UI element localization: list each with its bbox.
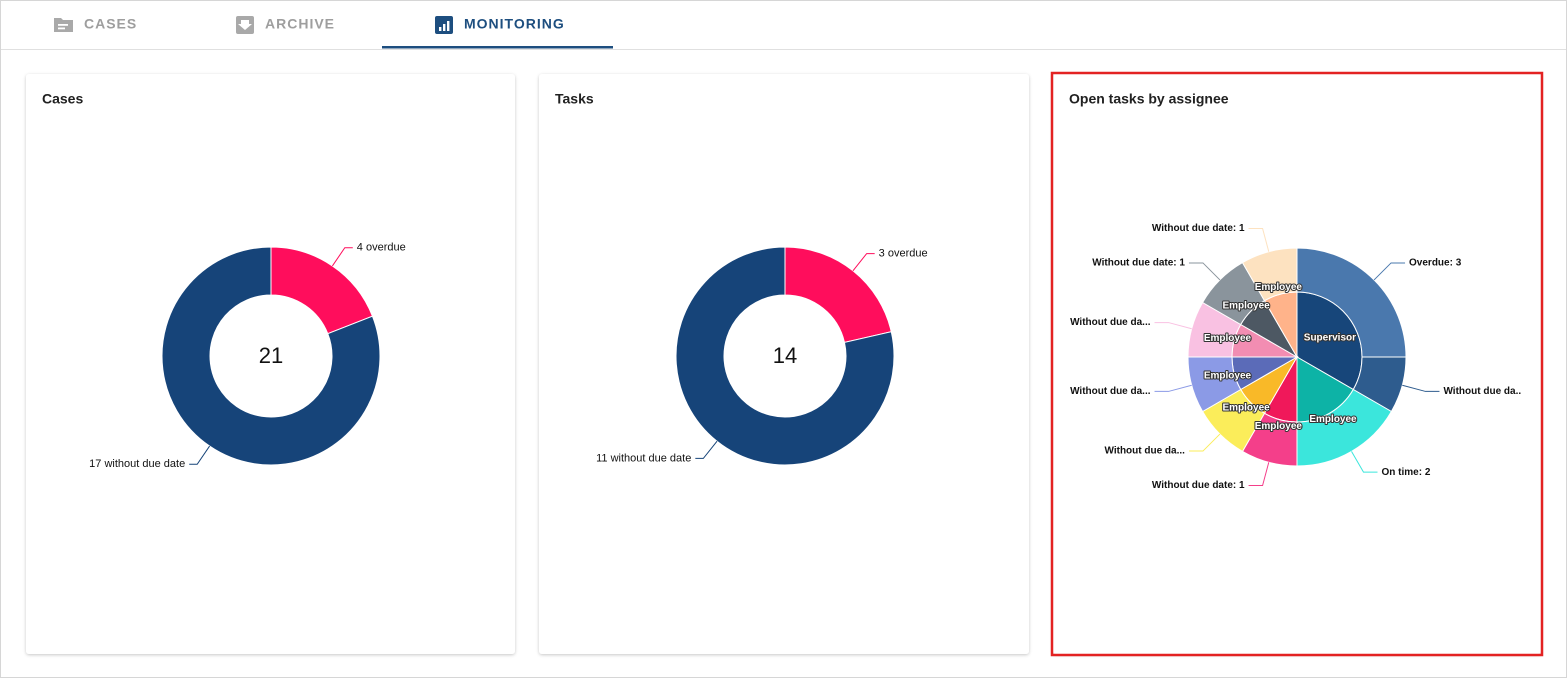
data-label: Without due date: 1 <box>1152 480 1245 491</box>
tab-label[interactable]: CASES <box>84 16 137 32</box>
leader-line <box>695 440 718 459</box>
leader-line <box>189 445 211 465</box>
cases-icon <box>54 18 73 32</box>
card-title: Tasks <box>555 91 594 107</box>
data-label: 11 without due date <box>596 452 691 464</box>
donut-slice <box>161 246 381 466</box>
leader-line <box>852 253 875 272</box>
donut-total: 14 <box>773 343 797 368</box>
data-label: Without due da... <box>1104 446 1185 457</box>
leader-line <box>1402 384 1440 392</box>
leader-line <box>1373 262 1406 281</box>
leader-line <box>1248 228 1270 252</box>
monitoring-icon <box>435 16 453 34</box>
data-label: 3 overdue <box>879 247 928 259</box>
segment-label: Employee <box>1255 421 1303 432</box>
data-label: Without due da.. <box>1443 386 1521 397</box>
segment-label: Employee <box>1222 301 1270 312</box>
card <box>539 74 1029 654</box>
archive-icon <box>236 16 254 34</box>
highlight-box <box>1050 71 1544 657</box>
data-label: 17 without due date <box>89 458 185 470</box>
segment-label: Supervisor <box>1304 333 1356 344</box>
donut-total: 21 <box>259 343 283 368</box>
leader-line <box>1188 433 1221 452</box>
data-label: 4 overdue <box>357 242 406 254</box>
segment-label: Employee <box>1204 333 1252 344</box>
tab-label[interactable]: ARCHIVE <box>265 16 335 32</box>
segment-label: Employee <box>1222 403 1270 414</box>
leader-line <box>1248 462 1270 486</box>
tab-label[interactable]: MONITORING <box>464 16 565 32</box>
leader-line <box>1351 451 1378 473</box>
data-label: Without due da... <box>1070 317 1151 328</box>
donut-slice <box>675 246 895 466</box>
leader-line <box>1154 322 1192 330</box>
segment-label: Employee <box>1255 282 1303 293</box>
segment-label: Employee <box>1204 370 1252 381</box>
leader-line <box>1188 262 1221 281</box>
active-tab-indicator <box>382 46 613 49</box>
leader-line <box>1154 384 1192 392</box>
data-label: Without due date: 1 <box>1092 258 1185 269</box>
card-title: Open tasks by assignee <box>1069 91 1229 107</box>
outer-arc <box>1241 247 1298 302</box>
segment-label: Employee <box>1309 414 1357 425</box>
data-label: Without due date: 1 <box>1152 223 1245 234</box>
card-title: Cases <box>42 91 83 107</box>
leader-line <box>331 247 353 267</box>
data-label: Without due da... <box>1070 386 1151 397</box>
card <box>26 74 515 654</box>
data-label: Overdue: 3 <box>1409 258 1462 269</box>
data-label: On time: 2 <box>1382 467 1431 478</box>
